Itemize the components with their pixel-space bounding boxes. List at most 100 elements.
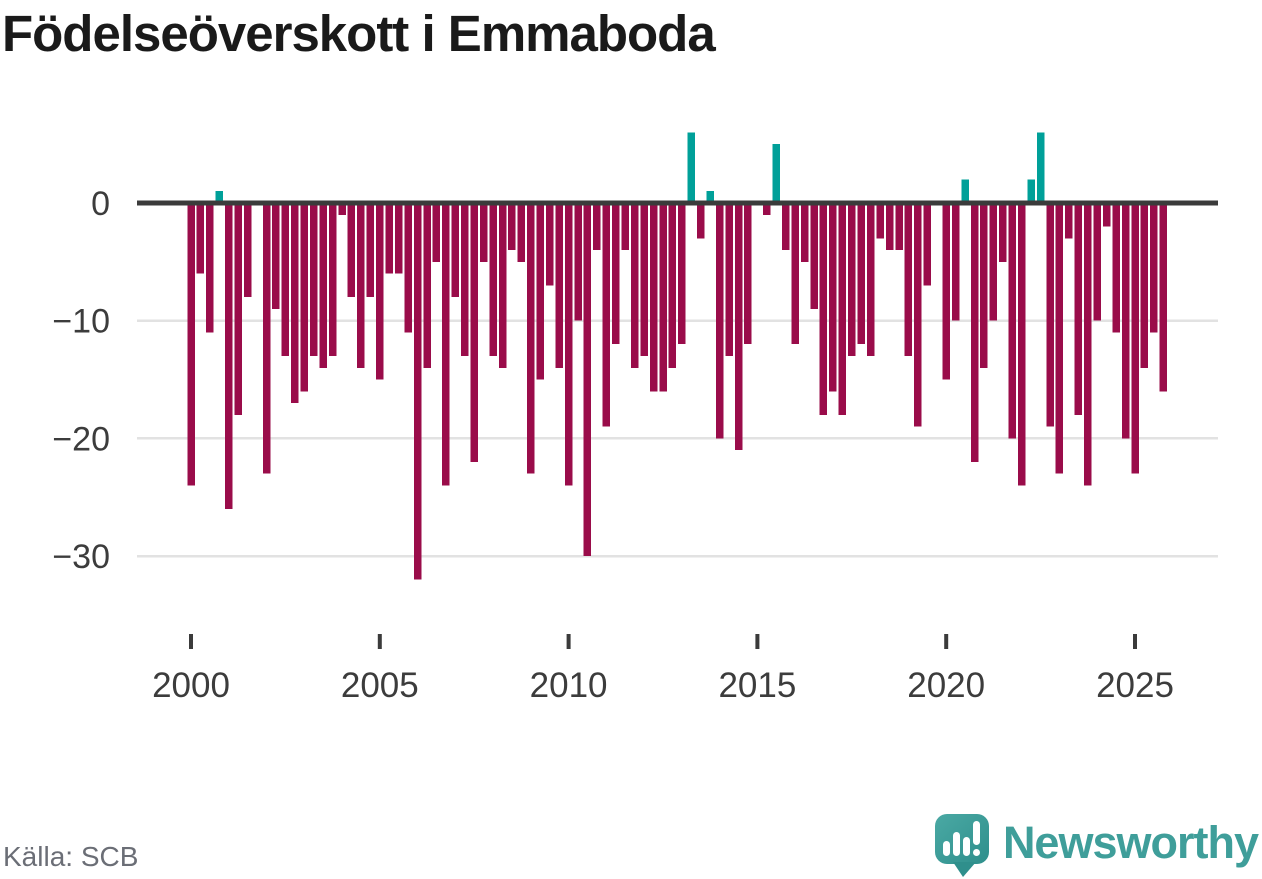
x-tick-label: 2000 (152, 666, 230, 705)
bar-2010-q1 (564, 203, 573, 486)
bar-2000-q4 (215, 191, 224, 203)
bar-2005-q2 (385, 203, 393, 274)
x-tick-label: 2020 (907, 666, 985, 705)
bar-2005-q1 (376, 203, 384, 380)
bar-2017-q4 (857, 203, 865, 345)
speech-bubble-shape (934, 814, 989, 864)
bar-2019-q2 (914, 203, 922, 427)
bar-2006-q4 (442, 203, 450, 486)
bar-2016-q1 (791, 203, 799, 345)
bar-2013-q3 (697, 203, 705, 239)
bar-2011-q4 (630, 203, 639, 368)
bar-2001-q2 (234, 203, 242, 415)
bar-2025-q1 (1131, 203, 1139, 474)
bar-2022-q1 (1017, 203, 1026, 486)
bar-2007-q3 (470, 203, 478, 462)
bar-2013-q2 (687, 132, 696, 203)
bar-2007-q4 (479, 203, 488, 262)
bar-2025-q2 (1140, 203, 1149, 368)
bar-2007-q2 (461, 203, 469, 357)
logo-bar-medium (962, 837, 970, 856)
speech-bubble-tail (952, 862, 976, 877)
newsworthy-logo: Newsworthy (934, 810, 1259, 878)
bar-2004-q1 (338, 203, 346, 215)
bar-2001-q3 (243, 203, 252, 298)
x-tick-label: 2025 (1096, 666, 1174, 705)
bar-2013-q4 (706, 191, 714, 203)
logo-exclamation-stem (972, 821, 980, 845)
bar-2023-q1 (1055, 203, 1064, 474)
bar-2002-q3 (281, 203, 290, 357)
bar-2021-q1 (980, 203, 988, 368)
bar-2014-q3 (734, 203, 743, 451)
x-tick (1133, 634, 1137, 649)
bar-2013-q1 (678, 203, 686, 345)
x-tick-label: 2015 (718, 666, 796, 705)
bar-2012-q4 (668, 203, 677, 368)
bar-2003-q3 (319, 203, 327, 368)
bar-2010-q2 (574, 203, 582, 321)
bar-2008-q1 (489, 203, 497, 357)
y-tick-label: −20 (52, 420, 110, 458)
bar-2010-q3 (583, 203, 592, 557)
bar-2016-q2 (800, 203, 809, 262)
bar-2003-q4 (328, 203, 337, 357)
bar-2014-q4 (744, 203, 752, 345)
bar-2020-q3 (961, 179, 969, 203)
bar-2025-q3 (1150, 203, 1158, 333)
bar-2022-q4 (1046, 203, 1054, 427)
x-tick (755, 634, 760, 649)
source-caption: Källa: SCB (3, 841, 139, 872)
bar-2009-q3 (545, 203, 554, 286)
bar-2012-q1 (640, 203, 648, 357)
bar-2000-q1 (187, 203, 195, 486)
newsworthy-logo-text: Newsworthy (1002, 817, 1259, 868)
bar-2018-q3 (885, 203, 894, 251)
x-tick (189, 634, 193, 649)
bar-2012-q2 (649, 203, 658, 392)
x-tick (944, 634, 949, 649)
bar-2009-q2 (536, 203, 545, 380)
bar-2004-q3 (357, 203, 365, 368)
bar-2011-q1 (602, 203, 611, 427)
x-tick-label: 2010 (530, 666, 608, 705)
bar-2008-q3 (508, 203, 516, 251)
bar-2011-q2 (612, 203, 620, 345)
bar-2002-q4 (291, 203, 299, 404)
bar-2008-q2 (498, 203, 507, 368)
bar-2003-q2 (309, 203, 318, 357)
chart-title: Födelseöverskott i Emmaboda (2, 5, 716, 62)
bar-2009-q1 (527, 203, 535, 474)
bar-2023-q2 (1065, 203, 1073, 239)
bar-2024-q4 (1121, 203, 1130, 439)
bar-2007-q1 (451, 203, 460, 298)
bar-2009-q4 (555, 203, 563, 368)
bar-2015-q2 (763, 203, 771, 215)
bar-2024-q1 (1093, 203, 1101, 321)
bar-2016-q3 (810, 203, 818, 309)
bar-2016-q4 (819, 203, 828, 415)
bar-2024-q3 (1112, 203, 1120, 333)
bar-2017-q1 (829, 203, 837, 392)
logo-exclamation-dot (972, 849, 980, 856)
bar-2006-q2 (423, 203, 431, 368)
bar-2020-q1 (942, 203, 950, 380)
bar-2022-q2 (1027, 179, 1035, 203)
bar-2019-q1 (904, 203, 913, 357)
bar-2019-q3 (923, 203, 932, 286)
bar-2004-q2 (347, 203, 356, 298)
bar-2005-q3 (394, 203, 403, 274)
logo-bar-small (942, 841, 950, 856)
bar-2004-q4 (366, 203, 375, 298)
bar-2017-q3 (848, 203, 856, 357)
bar-2020-q4 (970, 203, 979, 462)
bar-2015-q3 (772, 144, 781, 203)
bar-2021-q4 (1008, 203, 1017, 439)
bar-2024-q2 (1102, 203, 1111, 227)
bar-2023-q4 (1084, 203, 1092, 486)
bar-2021-q2 (989, 203, 998, 321)
bar-2018-q2 (876, 203, 884, 239)
x-tick (377, 634, 382, 649)
bar-2010-q4 (593, 203, 601, 251)
bar-2018-q1 (866, 203, 875, 357)
